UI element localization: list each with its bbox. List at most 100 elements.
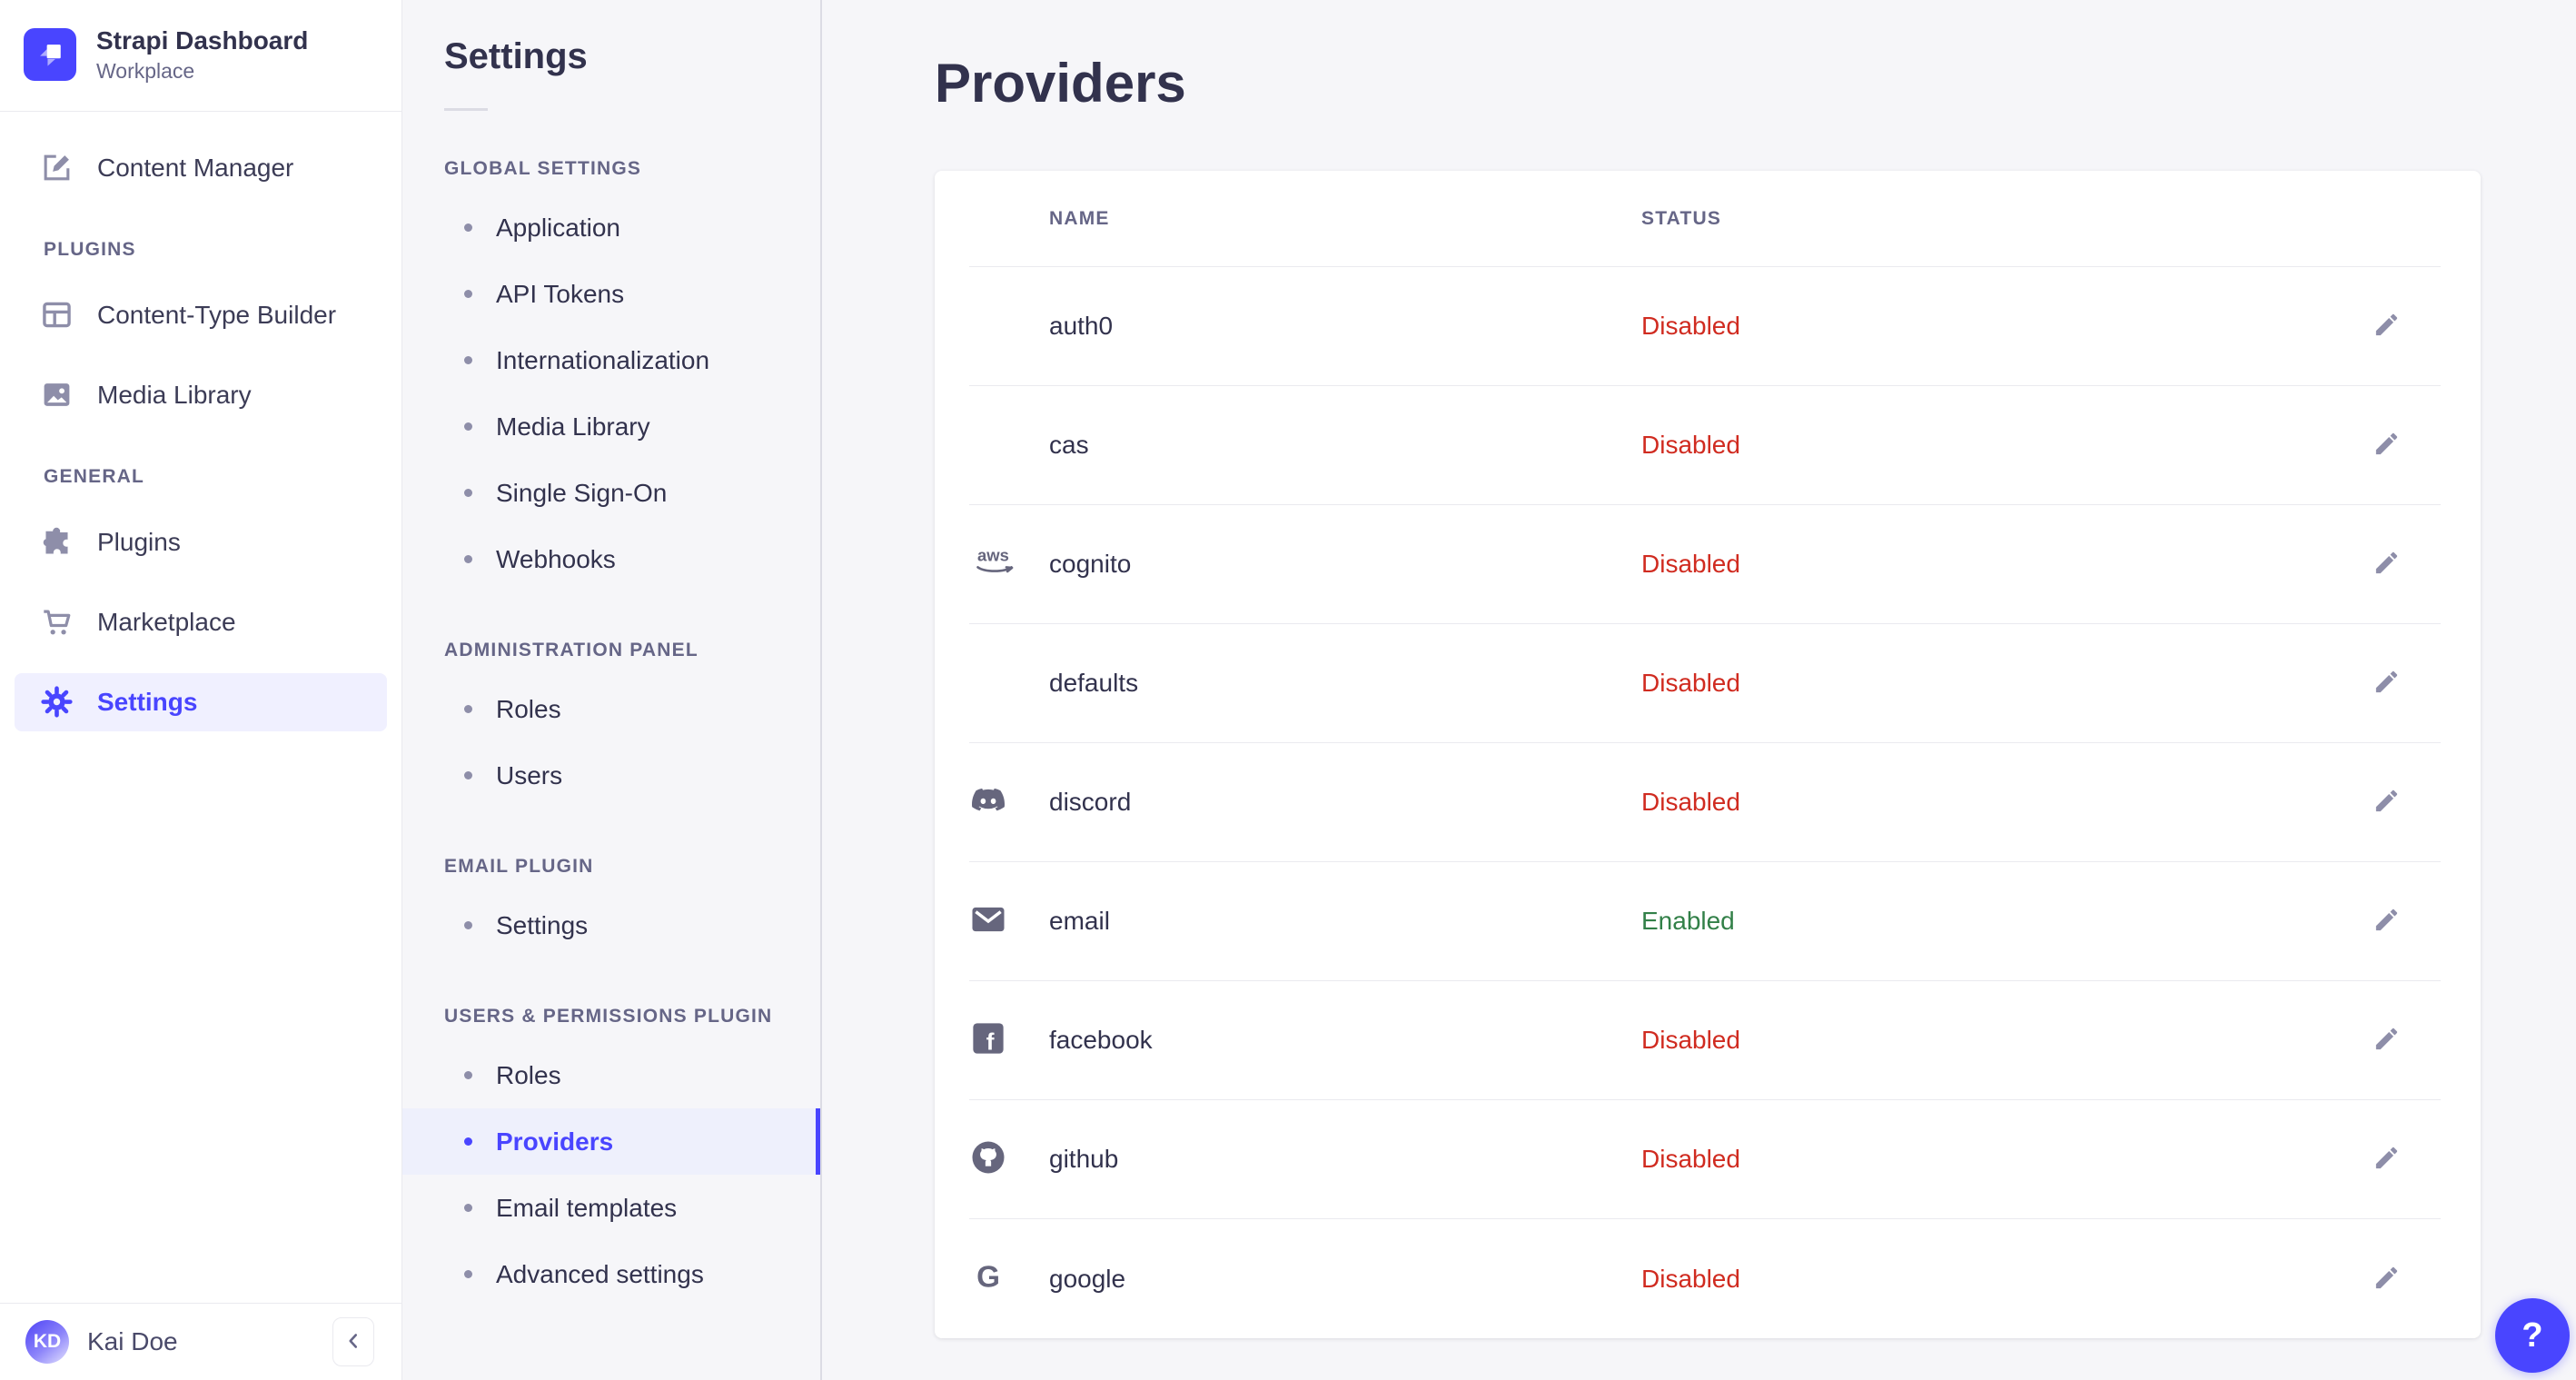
main-content: Providers NAME STATUS auth0 Disabled cas Di… bbox=[822, 0, 2576, 1380]
provider-name: cognito bbox=[1049, 550, 1132, 578]
subnav-item-label: Single Sign-On bbox=[496, 478, 668, 507]
svg-text:G: G bbox=[976, 1261, 1000, 1295]
pencil-icon bbox=[2373, 1264, 2401, 1295]
help-button[interactable]: ? bbox=[2495, 1298, 2570, 1373]
svg-text:f: f bbox=[986, 1028, 995, 1055]
user-menu[interactable]: KD Kai Doe bbox=[25, 1320, 178, 1364]
column-header-status: STATUS bbox=[1641, 207, 1722, 229]
sidebar-item-label: Content-Type Builder bbox=[97, 300, 337, 329]
brand-text: Strapi Dashboard Workplace bbox=[96, 25, 308, 84]
subnav-item-single-sign-on[interactable]: Single Sign-On bbox=[402, 460, 820, 526]
envelope-icon bbox=[969, 900, 1007, 943]
sidebar-item-content-manager[interactable]: Content Manager bbox=[15, 139, 387, 197]
user-name: Kai Doe bbox=[87, 1327, 178, 1355]
edit-provider-button[interactable] bbox=[2366, 901, 2406, 941]
bullet-dot bbox=[464, 1137, 472, 1146]
subnav-item-label: Roles bbox=[496, 1060, 561, 1089]
provider-row-cas[interactable]: cas Disabled bbox=[969, 386, 2441, 505]
sidebar-item-media-library[interactable]: Media Library bbox=[15, 366, 387, 424]
provider-action-cell bbox=[2332, 663, 2441, 703]
sidebar-footer: KD Kai Doe bbox=[0, 1303, 401, 1380]
provider-status: Disabled bbox=[1641, 788, 1740, 816]
edit-provider-button[interactable] bbox=[2366, 663, 2406, 703]
brand-title: Strapi Dashboard bbox=[96, 26, 309, 55]
edit-provider-button[interactable] bbox=[2366, 1020, 2406, 1060]
provider-action-cell bbox=[2332, 1139, 2441, 1179]
bullet-dot bbox=[464, 290, 472, 298]
edit-provider-button[interactable] bbox=[2366, 1139, 2406, 1179]
provider-row-cognito[interactable]: aws cognito Disabled bbox=[969, 505, 2441, 624]
provider-status: Disabled bbox=[1641, 550, 1740, 578]
subnav-title-divider bbox=[444, 108, 488, 111]
brand[interactable]: Strapi Dashboard Workplace bbox=[0, 0, 401, 112]
settings-subnav: Settings GLOBAL SETTINGS Application API T… bbox=[402, 0, 822, 1380]
provider-action-cell bbox=[2332, 544, 2441, 584]
column-header-name: NAME bbox=[1049, 207, 1110, 229]
content-type-builder-icon bbox=[40, 298, 74, 332]
provider-row-email[interactable]: email Enabled bbox=[969, 862, 2441, 981]
provider-row-auth0[interactable]: auth0 Disabled bbox=[969, 267, 2441, 386]
puzzle-icon bbox=[40, 525, 74, 559]
edit-provider-button[interactable] bbox=[2366, 782, 2406, 822]
provider-status: Disabled bbox=[1641, 1145, 1740, 1173]
aws-icon: aws bbox=[969, 544, 1020, 585]
provider-status: Disabled bbox=[1641, 431, 1740, 459]
provider-row-discord[interactable]: discord Disabled bbox=[969, 743, 2441, 862]
provider-action-cell bbox=[2332, 901, 2441, 941]
main-sidebar: Strapi Dashboard Workplace Content Manag… bbox=[0, 0, 402, 1380]
subnav-item-settings[interactable]: Settings bbox=[402, 892, 820, 958]
sidebar-nav: Content Manager PLUGINS Content-Type Build… bbox=[0, 112, 401, 1303]
subnav-sections: GLOBAL SETTINGS Application API Tokens Inte… bbox=[402, 158, 820, 1307]
sidebar-item-label: Settings bbox=[97, 687, 198, 716]
sidebar-item-settings[interactable]: Settings bbox=[15, 672, 387, 731]
subnav-item-label: Internationalization bbox=[496, 345, 710, 374]
provider-icon-cell bbox=[969, 1138, 1049, 1181]
sidebar-item-content-type-builder[interactable]: Content-Type Builder bbox=[15, 286, 387, 344]
sidebar-item-label: Plugins bbox=[97, 527, 181, 556]
subnav-item-label: API Tokens bbox=[496, 279, 625, 308]
discord-icon bbox=[969, 781, 1007, 824]
provider-status: Enabled bbox=[1641, 907, 1735, 935]
sidebar-item-marketplace[interactable]: Marketplace bbox=[15, 593, 387, 651]
bullet-dot bbox=[464, 771, 472, 779]
subnav-item-label: Providers bbox=[496, 1127, 614, 1156]
provider-icon-cell: aws bbox=[969, 544, 1049, 585]
collapse-sidebar-button[interactable] bbox=[332, 1317, 374, 1366]
provider-name: google bbox=[1049, 1264, 1126, 1293]
subnav-item-email-templates[interactable]: Email templates bbox=[402, 1175, 820, 1241]
subnav-item-providers[interactable]: Providers bbox=[402, 1108, 820, 1175]
pencil-icon bbox=[2373, 906, 2401, 937]
subnav-item-application[interactable]: Application bbox=[402, 194, 820, 261]
sidebar-section-label-plugins: PLUGINS bbox=[44, 238, 136, 260]
subnav-item-label: Media Library bbox=[496, 412, 650, 441]
subnav-item-roles[interactable]: Roles bbox=[402, 1042, 820, 1108]
subnav-item-internationalization[interactable]: Internationalization bbox=[402, 327, 820, 393]
sidebar-item-label: Marketplace bbox=[97, 607, 236, 636]
subnav-item-webhooks[interactable]: Webhooks bbox=[402, 526, 820, 592]
subnav-item-advanced-settings[interactable]: Advanced settings bbox=[402, 1241, 820, 1307]
bullet-dot bbox=[464, 422, 472, 431]
subnav-item-media-library[interactable]: Media Library bbox=[402, 393, 820, 460]
provider-status: Disabled bbox=[1641, 1264, 1740, 1293]
media-library-icon bbox=[40, 378, 74, 412]
edit-provider-button[interactable] bbox=[2366, 306, 2406, 346]
subnav-title: Settings bbox=[444, 36, 588, 76]
subnav-item-roles[interactable]: Roles bbox=[402, 676, 820, 742]
edit-provider-button[interactable] bbox=[2366, 1259, 2406, 1299]
provider-row-github[interactable]: github Disabled bbox=[969, 1100, 2441, 1219]
subnav-item-api-tokens[interactable]: API Tokens bbox=[402, 261, 820, 327]
edit-provider-button[interactable] bbox=[2366, 544, 2406, 584]
bullet-dot bbox=[464, 489, 472, 497]
provider-action-cell bbox=[2332, 782, 2441, 822]
provider-row-defaults[interactable]: defaults Disabled bbox=[969, 624, 2441, 743]
provider-action-cell bbox=[2332, 425, 2441, 465]
sidebar-item-plugins[interactable]: Plugins bbox=[15, 513, 387, 571]
edit-provider-button[interactable] bbox=[2366, 425, 2406, 465]
bullet-dot bbox=[464, 356, 472, 364]
pencil-icon bbox=[2373, 430, 2401, 461]
provider-row-facebook[interactable]: f facebook Disabled bbox=[969, 981, 2441, 1100]
bullet-dot bbox=[464, 705, 472, 713]
subnav-item-users[interactable]: Users bbox=[402, 742, 820, 809]
